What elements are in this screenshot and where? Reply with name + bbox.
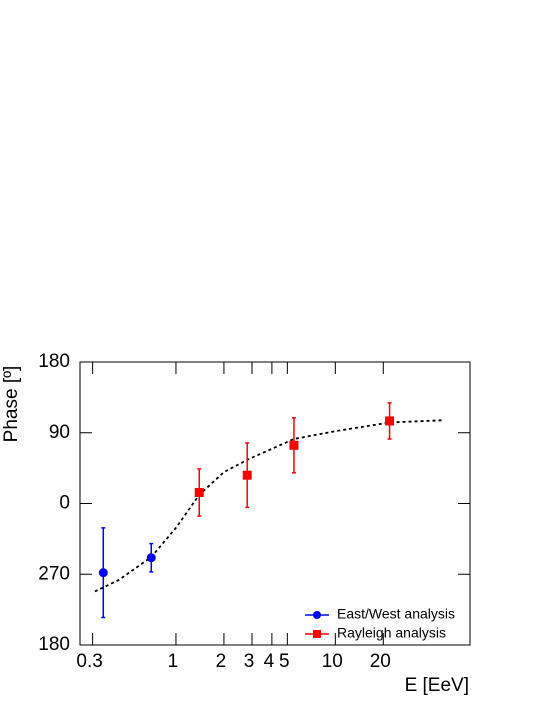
x-tick-label: 10 bbox=[322, 651, 343, 672]
data-point bbox=[289, 440, 299, 450]
data-point bbox=[194, 487, 204, 497]
legend-marker bbox=[313, 630, 321, 638]
data-point bbox=[385, 416, 395, 426]
data-point bbox=[146, 553, 156, 563]
plot-frame bbox=[79, 361, 471, 646]
fit-curve bbox=[94, 419, 444, 593]
x-tick-label: 4 bbox=[264, 651, 275, 672]
legend-label: Rayleigh analysis bbox=[337, 625, 446, 641]
x-tick-label: 5 bbox=[279, 651, 290, 672]
y-axis-label: Phase [º] bbox=[1, 366, 22, 443]
x-tick-label: 3 bbox=[244, 651, 255, 672]
data-point bbox=[242, 470, 252, 480]
y-tick-label: 180 bbox=[38, 351, 70, 372]
x-tick-label: 0.3 bbox=[76, 651, 102, 672]
x-tick-label: 2 bbox=[216, 651, 227, 672]
legend-marker bbox=[313, 611, 321, 619]
y-tick-label: 270 bbox=[38, 563, 70, 584]
y-tick-label: 180 bbox=[38, 634, 70, 655]
legend-label: East/West analysis bbox=[337, 606, 455, 622]
x-axis-label: E [EeV] bbox=[405, 675, 469, 696]
x-tick-label: 20 bbox=[370, 651, 391, 672]
y-tick-label: 0 bbox=[59, 493, 70, 514]
x-tick-label: 1 bbox=[168, 651, 179, 672]
y-tick-label: 90 bbox=[49, 422, 70, 443]
data-point bbox=[98, 568, 108, 578]
